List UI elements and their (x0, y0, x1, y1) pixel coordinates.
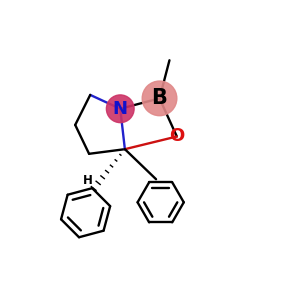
Circle shape (106, 95, 134, 123)
Text: N: N (113, 100, 128, 118)
Text: B: B (152, 88, 167, 108)
Text: H: H (83, 174, 93, 187)
Text: O: O (169, 128, 184, 146)
Circle shape (142, 81, 177, 116)
